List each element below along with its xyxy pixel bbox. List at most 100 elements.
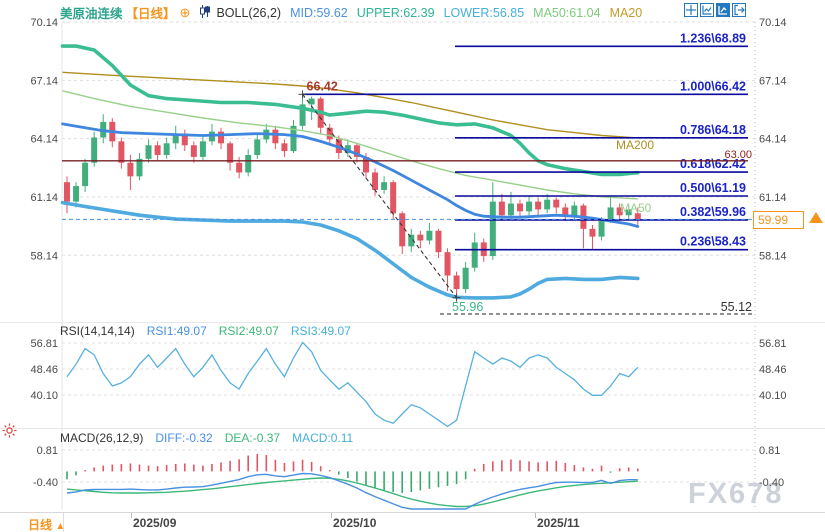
candle-body xyxy=(326,127,333,140)
boll-upper-line xyxy=(60,44,640,177)
candle-body xyxy=(290,125,297,152)
last-price-box: 59.99 xyxy=(753,211,804,229)
candle-body xyxy=(535,201,542,210)
month-tick xyxy=(331,513,332,518)
rsi3-value: RSI3:49.07 xyxy=(290,324,351,338)
alarm-icon[interactable] xyxy=(2,423,17,443)
candlestick-icon xyxy=(199,4,211,21)
boll-mid-line xyxy=(61,122,640,228)
boll-upper-value: UPPER:62.39 xyxy=(356,5,435,20)
macd-header: MACD(26,12,9) DIFF:-0.32 DEA:-0.37 MACD:… xyxy=(60,431,353,445)
candle-body xyxy=(227,143,234,163)
candle-body xyxy=(118,141,125,163)
candle-body xyxy=(91,137,98,163)
candle-body xyxy=(64,182,70,202)
symbol-name[interactable]: 美原油连续 xyxy=(60,7,123,21)
macd-tick-right: -0.40 xyxy=(759,477,784,489)
diff-line xyxy=(66,472,638,510)
candle-body xyxy=(299,104,306,126)
price-tick-right: 64.14 xyxy=(759,134,787,146)
candle-body xyxy=(544,199,551,210)
candle-body xyxy=(308,98,315,105)
price-tick-left: 58.14 xyxy=(30,250,58,262)
exit-icon[interactable] xyxy=(732,3,746,17)
candle-body xyxy=(408,234,415,247)
candle-body xyxy=(73,186,80,202)
toolbar xyxy=(684,3,746,17)
candle-body xyxy=(281,143,288,152)
candle-body xyxy=(625,209,632,216)
macd-tick-right: 0.81 xyxy=(759,445,780,457)
rsi-tick-left: 40.10 xyxy=(30,390,58,402)
fib-label: 1.236\68.89 xyxy=(680,31,746,45)
price-tick-left: 64.14 xyxy=(30,134,58,146)
candle-body xyxy=(471,242,478,268)
macd-diff-value: DIFF:-0.32 xyxy=(155,431,213,445)
tab-separator xyxy=(63,513,64,532)
ma20-label: MA20 xyxy=(609,5,643,20)
candle-body xyxy=(634,213,641,220)
ma50-line xyxy=(62,90,638,200)
rsi-tick-right: 56.81 xyxy=(759,338,787,350)
month-tick xyxy=(535,513,536,518)
timeframe-label[interactable]: 【日线】 xyxy=(125,7,176,21)
boll-lower-line xyxy=(60,200,640,300)
rsi-tick-right: 40.10 xyxy=(759,390,787,402)
candle-body xyxy=(399,213,406,247)
candle-body xyxy=(562,207,569,216)
rsi-tick-left: 56.81 xyxy=(30,338,58,350)
candle-body xyxy=(181,133,188,146)
rsi2-value: RSI2:49.07 xyxy=(218,324,279,338)
candle-body xyxy=(444,252,451,276)
macd-value: MACD:0.11 xyxy=(292,431,354,445)
month-label: 2025/09 xyxy=(133,516,177,530)
candle-body xyxy=(245,154,252,173)
candle-body xyxy=(199,141,206,157)
macd-title[interactable]: MACD(26,12,9) xyxy=(60,431,144,445)
candle-body xyxy=(127,162,134,177)
boll-mid-value: MID:59.62 xyxy=(290,5,348,20)
ma50-tag: MA50 xyxy=(620,201,652,215)
fib-label: 0.236\58.43 xyxy=(680,235,746,249)
candle-body xyxy=(498,201,505,216)
time-axis-bar: 日线 ▲ 2025/09 2025/10 2025/11 xyxy=(0,512,825,532)
rsi-header: RSI(14,14,14) RSI1:49.07 RSI2:49.07 RSI3… xyxy=(60,324,351,338)
indicator-name[interactable]: BOLL(26,2) xyxy=(216,5,282,20)
rsi-tick-right: 48.46 xyxy=(759,364,787,376)
month-label: 2025/11 xyxy=(537,516,580,530)
candle-body xyxy=(435,230,442,253)
candle-body xyxy=(417,234,424,241)
candle-body xyxy=(607,207,614,222)
price-tick-left: 70.14 xyxy=(30,17,58,29)
candle-body xyxy=(136,158,143,177)
candle-body xyxy=(553,199,560,208)
candle-body xyxy=(172,133,179,144)
fib-label: 0.786\64.18 xyxy=(680,123,746,137)
price-tick-right: 61.14 xyxy=(759,192,787,204)
add-indicator-icon[interactable]: ⊕ xyxy=(179,4,191,20)
fx678-watermark: FX678 xyxy=(688,478,784,510)
ma200-line xyxy=(62,71,638,139)
rsi1-value: RSI1:49.07 xyxy=(146,324,207,338)
timeframe-tab[interactable]: 日线 ▲ xyxy=(28,518,66,532)
price-up-arrow-icon xyxy=(809,212,823,223)
candle-body xyxy=(616,207,623,216)
ma50-value: MA50:61.04 xyxy=(533,5,601,20)
candle-body xyxy=(598,221,605,237)
rsi-title[interactable]: RSI(14,14,14) xyxy=(60,324,135,338)
chart-header: 美原油连续 【日线】 ⊕ BOLL(26,2) MID:59.62 UPPER:… xyxy=(60,3,642,22)
macd-tick-left: 0.81 xyxy=(37,445,58,457)
candle-body xyxy=(190,145,197,157)
month-tick xyxy=(131,513,132,518)
candle-body xyxy=(571,205,578,216)
rsi-tick-left: 48.46 xyxy=(30,364,58,376)
crosshair-icon[interactable] xyxy=(684,3,698,17)
candle-body xyxy=(254,139,261,155)
price-tick-left: 61.14 xyxy=(30,192,58,204)
price-tick-right: 67.14 xyxy=(759,75,787,87)
month-label: 2025/10 xyxy=(333,516,377,530)
auto-scroll-icon[interactable] xyxy=(716,3,730,17)
axis-scale-icon[interactable] xyxy=(700,3,714,17)
peak-price-label: 66.42 xyxy=(307,79,338,93)
